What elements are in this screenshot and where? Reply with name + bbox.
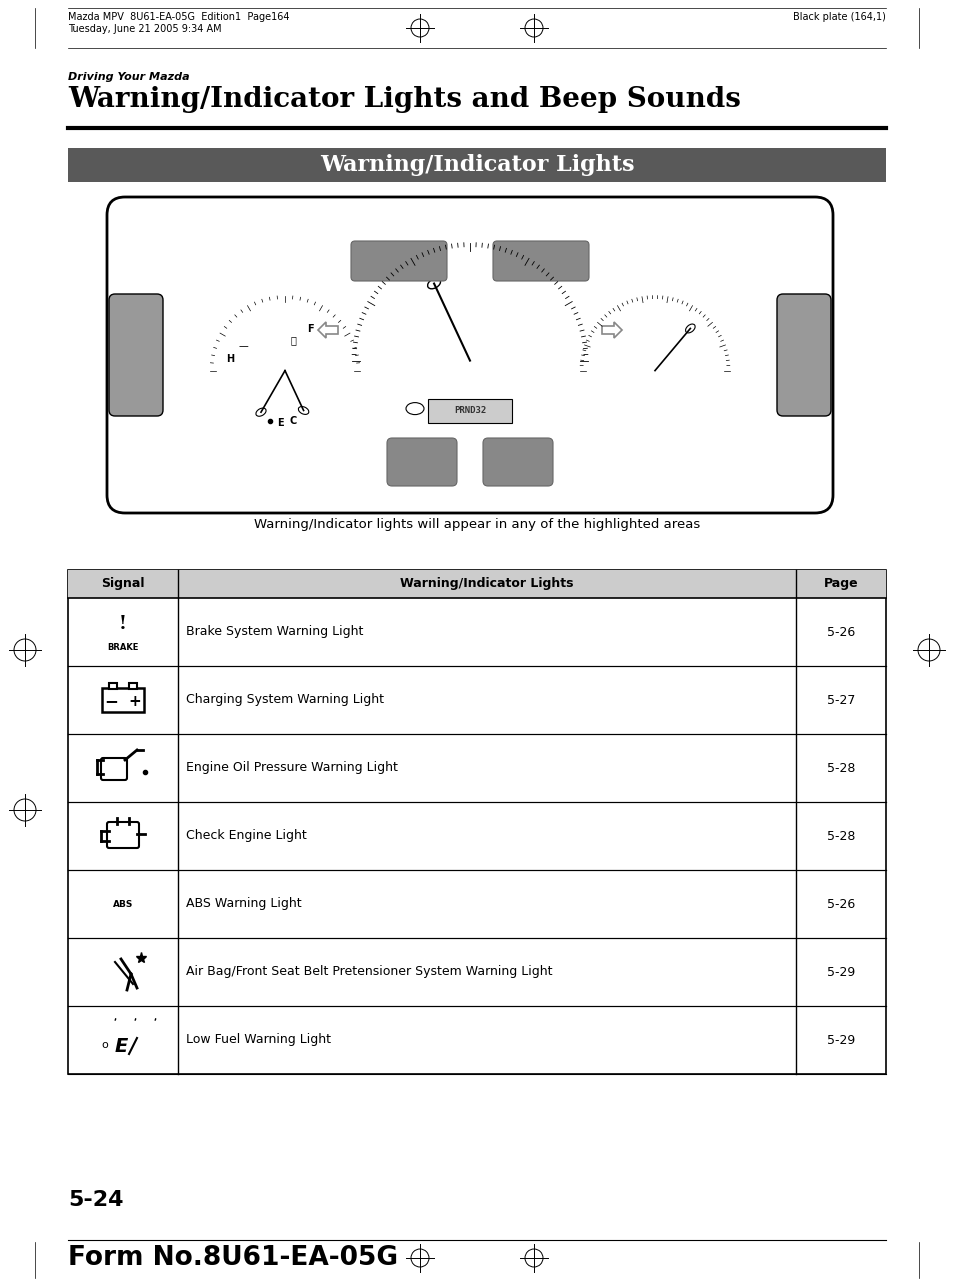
Text: 5-26: 5-26	[826, 626, 854, 639]
Text: PRND32: PRND32	[454, 406, 486, 415]
FancyBboxPatch shape	[493, 242, 588, 281]
Circle shape	[105, 885, 141, 923]
Text: 5-28: 5-28	[826, 830, 854, 843]
Text: Low Fuel Warning Light: Low Fuel Warning Light	[186, 1033, 331, 1046]
Text: ABS Warning Light: ABS Warning Light	[186, 897, 301, 911]
Bar	[102, 687, 144, 712]
Bar	[68, 571, 885, 1074]
Bar	[68, 148, 885, 182]
Text: Engine Oil Pressure Warning Light: Engine Oil Pressure Warning Light	[186, 762, 397, 775]
Text: 5-29: 5-29	[826, 1033, 854, 1046]
Circle shape	[352, 243, 587, 478]
Ellipse shape	[685, 324, 695, 333]
Text: E: E	[114, 1037, 128, 1055]
Text: Charging System Warning Light: Charging System Warning Light	[186, 694, 384, 707]
FancyBboxPatch shape	[101, 758, 127, 780]
FancyBboxPatch shape	[107, 197, 832, 513]
Text: Air Bag/Front Seat Belt Pretensioner System Warning Light: Air Bag/Front Seat Belt Pretensioner Sys…	[186, 965, 552, 978]
Text: Warning/Indicator Lights: Warning/Indicator Lights	[319, 154, 634, 176]
Text: 5-26: 5-26	[826, 897, 854, 911]
Text: H: H	[226, 353, 233, 364]
Text: Mazda MPV  8U61-EA-05G  Edition1  Page164: Mazda MPV 8U61-EA-05G Edition1 Page164	[68, 12, 289, 22]
Text: E: E	[276, 418, 283, 428]
Bar	[68, 571, 885, 598]
Ellipse shape	[255, 409, 266, 416]
Text: −: −	[104, 693, 118, 711]
Text: Form No.8U61-EA-05G: Form No.8U61-EA-05G	[68, 1245, 397, 1271]
Text: C: C	[289, 415, 296, 425]
Text: Driving Your Mazda: Driving Your Mazda	[68, 72, 190, 82]
Ellipse shape	[427, 279, 440, 289]
Text: Black plate (164,1): Black plate (164,1)	[792, 12, 885, 22]
Bar	[129, 684, 137, 689]
Circle shape	[110, 612, 136, 637]
Circle shape	[110, 891, 136, 917]
Text: Warning/Indicator lights will appear in any of the highlighted areas: Warning/Indicator lights will appear in …	[253, 518, 700, 531]
Text: Signal: Signal	[101, 577, 145, 591]
Bar	[109, 684, 117, 689]
Circle shape	[210, 296, 359, 446]
Text: Brake System Warning Light: Brake System Warning Light	[186, 626, 363, 639]
Text: ABS: ABS	[112, 899, 133, 908]
FancyBboxPatch shape	[351, 242, 447, 281]
Text: Warning/Indicator Lights and Beep Sounds: Warning/Indicator Lights and Beep Sounds	[68, 86, 740, 113]
Circle shape	[579, 296, 729, 446]
Text: o: o	[102, 1040, 109, 1050]
Ellipse shape	[406, 402, 423, 415]
Text: 5-27: 5-27	[826, 694, 854, 707]
Bar	[428, 398, 512, 423]
Text: 5-24: 5-24	[68, 1190, 123, 1210]
FancyBboxPatch shape	[482, 438, 553, 486]
Text: ⛽: ⛽	[290, 335, 295, 346]
Text: 5-28: 5-28	[826, 762, 854, 775]
Text: BRAKE: BRAKE	[107, 642, 138, 651]
Circle shape	[113, 944, 128, 959]
Text: —: —	[238, 341, 248, 351]
Text: +: +	[129, 694, 141, 708]
FancyBboxPatch shape	[387, 438, 456, 486]
Text: Tuesday, June 21 2005 9:34 AM: Tuesday, June 21 2005 9:34 AM	[68, 24, 221, 33]
Text: F: F	[306, 324, 313, 334]
Ellipse shape	[298, 406, 309, 414]
FancyBboxPatch shape	[107, 822, 139, 848]
FancyBboxPatch shape	[109, 294, 163, 416]
Text: !: !	[119, 616, 127, 634]
Text: 5-29: 5-29	[826, 965, 854, 978]
Text: Check Engine Light: Check Engine Light	[186, 830, 307, 843]
Text: Warning/Indicator Lights: Warning/Indicator Lights	[400, 577, 573, 591]
FancyBboxPatch shape	[776, 294, 830, 416]
Circle shape	[105, 607, 141, 642]
Text: Page: Page	[822, 577, 858, 591]
